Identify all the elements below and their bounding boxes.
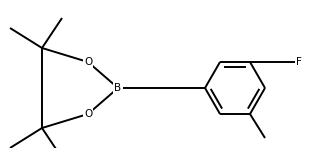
Text: O: O (84, 57, 92, 67)
Text: F: F (296, 57, 302, 67)
Text: O: O (84, 109, 92, 119)
Text: B: B (114, 83, 122, 93)
